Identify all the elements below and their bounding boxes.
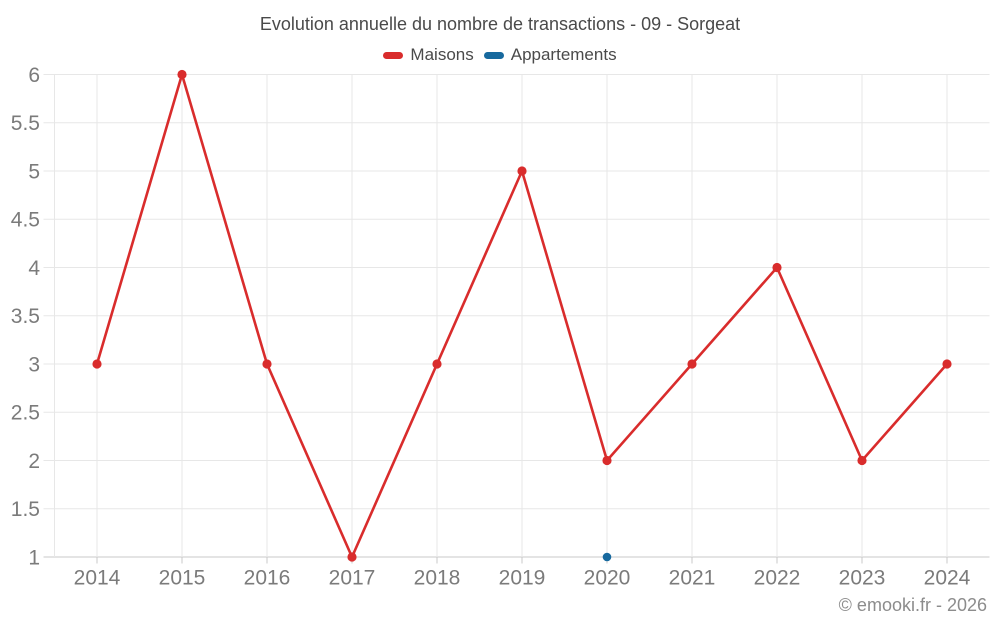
x-tick-label: 2016 — [244, 566, 291, 589]
data-point-maisons[interactable] — [92, 359, 102, 369]
y-tick-label: 4 — [28, 257, 40, 280]
data-point-maisons[interactable] — [517, 166, 527, 176]
y-tick-label: 4.5 — [11, 209, 40, 232]
data-point-maisons[interactable] — [177, 69, 187, 80]
x-tick-label: 2022 — [754, 566, 801, 589]
legend-label-appartements: Appartements — [510, 45, 617, 64]
data-point-maisons[interactable] — [602, 455, 612, 466]
legend-swatch-maisons — [383, 51, 404, 59]
data-point-maisons[interactable] — [432, 359, 442, 369]
y-tick-label: 6 — [28, 64, 40, 87]
copyright-text: © emooki.fr - 2026 — [838, 595, 987, 615]
legend-item-maisons[interactable]: Maisons — [383, 45, 474, 65]
x-tick-label: 2023 — [839, 566, 886, 589]
x-tick-label: 2014 — [74, 566, 121, 589]
data-point-maisons[interactable] — [942, 359, 952, 369]
data-point-maisons[interactable] — [262, 359, 272, 369]
x-tick-label: 2020 — [584, 566, 631, 589]
x-tick-label: 2019 — [499, 566, 546, 589]
chart-title: Evolution annuelle du nombre de transact… — [259, 14, 741, 34]
data-point-maisons[interactable] — [772, 262, 782, 273]
y-tick-label: 2 — [28, 450, 40, 473]
x-tick-label: 2015 — [159, 566, 206, 589]
data-point-maisons[interactable] — [687, 359, 697, 369]
legend-item-appartements[interactable]: Appartements — [483, 45, 617, 65]
y-tick-label: 1.5 — [11, 498, 40, 521]
y-tick-label: 5.5 — [11, 112, 40, 135]
x-tick-label: 2018 — [414, 566, 461, 589]
legend-label-maisons: Maisons — [410, 45, 474, 64]
chart-legend: Maisons Appartements — [0, 44, 1000, 66]
data-point-maisons[interactable] — [347, 552, 357, 562]
data-point-maisons[interactable] — [857, 455, 867, 466]
legend-swatch-appartements — [483, 51, 504, 59]
data-point-appartements[interactable] — [602, 552, 612, 562]
y-tick-label: 5 — [28, 160, 40, 183]
y-tick-label: 3 — [28, 353, 40, 376]
y-tick-label: 3.5 — [11, 305, 40, 328]
x-tick-label: 2017 — [329, 566, 376, 589]
x-tick-label: 2024 — [924, 566, 971, 589]
y-tick-label: 1 — [28, 546, 40, 569]
y-tick-label: 2.5 — [11, 402, 40, 425]
x-tick-label: 2021 — [669, 566, 716, 589]
